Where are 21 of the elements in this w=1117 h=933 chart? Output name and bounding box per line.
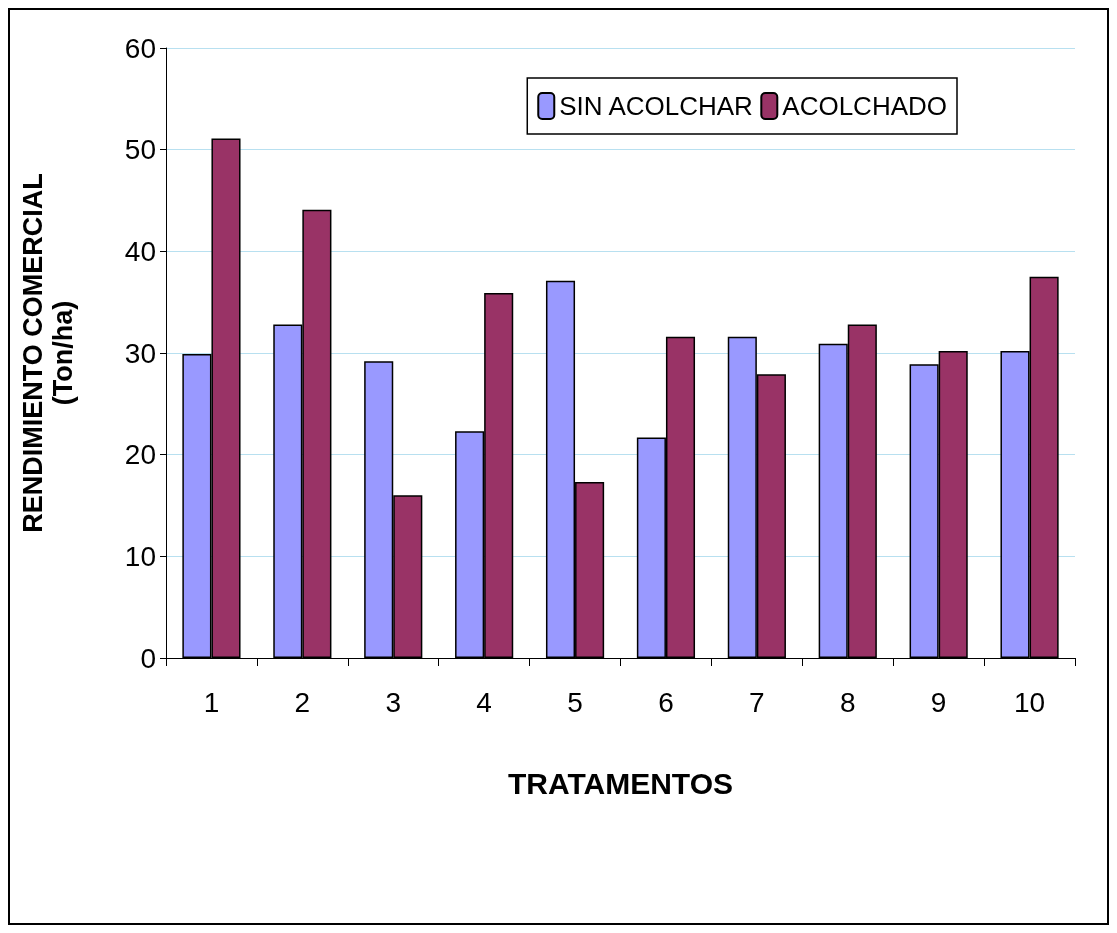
x-tick-label: 5 xyxy=(567,686,583,718)
y-tick-label: 20 xyxy=(124,439,156,471)
y-tick-label: 50 xyxy=(124,134,156,166)
x-axis-title: TRATAMENTOS xyxy=(508,766,733,800)
x-tick-label: 8 xyxy=(839,686,856,718)
x-tick-label: 6 xyxy=(658,686,674,718)
x-tick-label: 7 xyxy=(749,686,765,718)
y-tick-label: 10 xyxy=(124,540,156,572)
y-tick-label: 40 xyxy=(124,235,156,267)
legend-label: ACOLCHADO xyxy=(782,91,948,121)
x-tick-label: 3 xyxy=(385,686,402,718)
x-tick-label: 4 xyxy=(476,686,492,718)
x-tick-label: 9 xyxy=(930,686,947,718)
y-tick-label: 0 xyxy=(140,642,156,674)
x-tick-label: 2 xyxy=(294,686,311,718)
x-tick-label: 10 xyxy=(1013,686,1046,718)
y-axis-title: RENDIMIENTO COMERCIAL (Ton/ha) xyxy=(18,173,78,533)
x-tick-label: 1 xyxy=(203,686,220,718)
y-tick-label: 30 xyxy=(124,337,156,369)
legend-label: SIN ACOLCHAR xyxy=(559,91,753,121)
y-tick-label: 60 xyxy=(124,32,156,64)
